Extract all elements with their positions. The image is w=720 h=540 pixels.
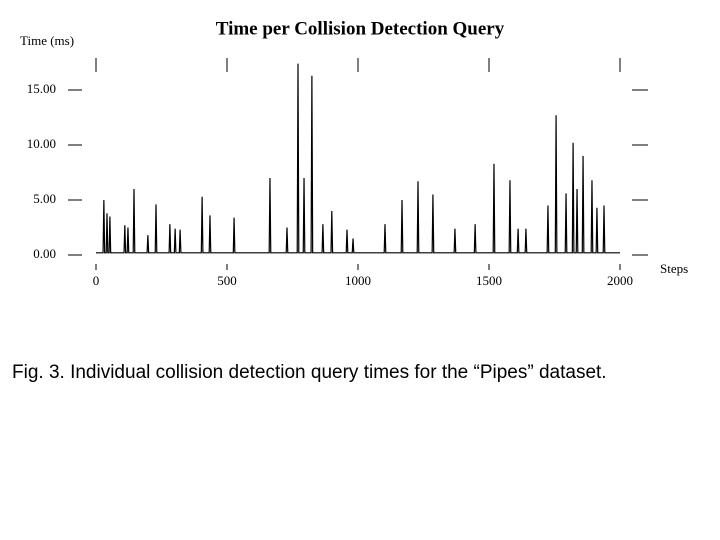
caption: Fig. 3. Individual collision detection q… [12,362,607,383]
y-axis-label: Time (ms) [20,33,74,48]
x-axis-label: Steps [660,261,688,276]
x-tick-label: 1500 [476,273,502,288]
data-line [96,63,620,254]
x-tick-label: 1000 [345,273,371,288]
y-tick-label: 5.00 [33,191,56,206]
y-tick-label: 0.00 [33,246,56,261]
x-tick-label: 0 [93,273,100,288]
x-tick-label: 2000 [607,273,633,288]
y-tick-label: 10.00 [27,136,56,151]
y-tick-label: 15.00 [27,81,56,96]
x-tick-label: 500 [217,273,237,288]
chart-title: Time per Collision Detection Query [216,18,505,39]
